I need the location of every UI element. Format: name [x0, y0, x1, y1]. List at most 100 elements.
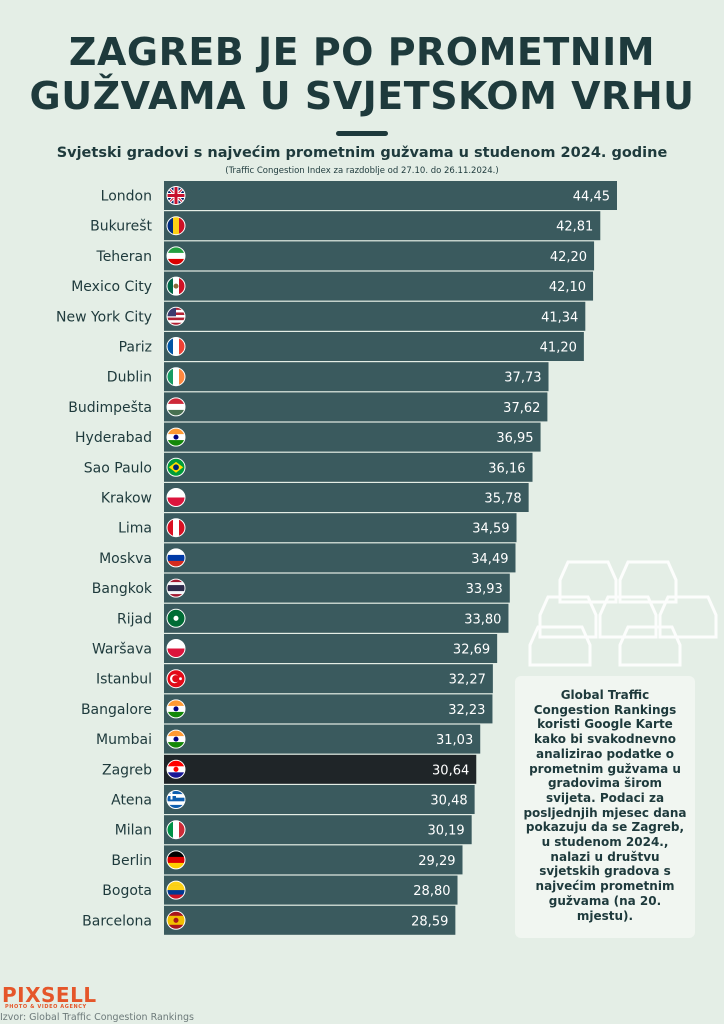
peru-flag-icon	[166, 518, 186, 538]
value-label-11: 34,59	[472, 522, 509, 537]
city-label-7: Budimpešta	[68, 400, 152, 416]
city-label-10: Krakow	[101, 491, 152, 507]
value-label-9: 36,16	[488, 461, 525, 476]
city-label-21: Milan	[115, 823, 152, 839]
colombia-flag-icon	[166, 880, 186, 900]
bar-7	[164, 392, 548, 422]
title-line-1: ZAGREB JE PO PROMETNIM	[68, 30, 656, 74]
value-label-12: 34,49	[471, 552, 508, 567]
title-divider	[336, 131, 388, 136]
poland-flag-icon	[166, 488, 186, 507]
brazil-flag-icon	[166, 457, 186, 477]
value-label-23: 28,80	[413, 884, 450, 899]
bar-13	[164, 573, 510, 603]
bar-10	[164, 483, 529, 512]
city-label-2: Teheran	[96, 249, 152, 265]
value-label-16: 32,27	[449, 673, 486, 688]
iran-flag-icon	[166, 246, 186, 266]
uk-flag-icon	[166, 186, 186, 205]
bar-20	[164, 785, 475, 814]
city-label-8: Hyderabad	[75, 430, 152, 446]
india-flag-icon	[166, 427, 186, 447]
value-label-20: 30,48	[430, 794, 467, 809]
value-label-6: 37,73	[504, 371, 541, 386]
city-label-15: Waršava	[92, 642, 152, 658]
value-label-8: 36,95	[496, 431, 533, 446]
bar-23	[164, 875, 458, 905]
value-label-5: 41,20	[540, 341, 577, 356]
city-label-1: Bukurešt	[90, 219, 152, 235]
value-label-15: 32,69	[453, 643, 490, 658]
mexico-flag-icon	[166, 276, 186, 296]
chart-subtitle: Svjetski gradovi s najvećim prometnim gu…	[56, 145, 668, 161]
value-label-17: 32,23	[448, 703, 485, 718]
value-label-18: 31,03	[436, 733, 473, 748]
bar-9	[164, 452, 533, 482]
italy-flag-icon	[166, 820, 186, 840]
bar-16	[164, 664, 493, 694]
bar-5	[164, 332, 584, 361]
city-label-14: Rijad	[117, 611, 152, 627]
value-label-7: 37,62	[503, 401, 540, 416]
value-label-19: 30,64	[432, 763, 469, 778]
bar-22	[164, 845, 463, 875]
value-label-10: 35,78	[484, 492, 521, 507]
city-label-18: Mumbai	[96, 732, 152, 748]
bar-2	[164, 241, 595, 271]
bar-19	[164, 754, 477, 784]
value-label-0: 44,45	[573, 190, 610, 205]
bar-4	[164, 301, 586, 331]
india-flag-icon	[166, 699, 186, 719]
france-flag-icon	[166, 337, 186, 356]
bar-24	[164, 905, 456, 935]
city-label-9: Sao Paulo	[84, 460, 152, 476]
bar-14	[164, 603, 509, 633]
bar-21	[164, 815, 472, 845]
bar-6	[164, 362, 549, 392]
city-label-22: Berlin	[111, 853, 152, 869]
value-label-24: 28,59	[411, 914, 448, 929]
value-label-2: 42,20	[550, 250, 587, 265]
croatia-flag-icon	[166, 759, 186, 779]
city-label-11: Lima	[118, 521, 152, 537]
source-note: Izvor: Global Traffic Congestion Ranking…	[0, 1012, 194, 1023]
info-box: Global Traffic Congestion Rankings koris…	[515, 676, 695, 938]
hungary-flag-icon	[166, 397, 186, 417]
value-label-3: 42,10	[549, 280, 586, 295]
thailand-flag-icon	[166, 578, 186, 598]
city-label-6: Dublin	[107, 370, 152, 386]
city-label-4: New York City	[56, 309, 152, 325]
bar-18	[164, 724, 481, 754]
value-label-14: 33,80	[464, 612, 501, 627]
pixsell-logo-subtitle: PHOTO & VIDEO AGENCY	[5, 1004, 87, 1010]
spain-flag-icon	[166, 910, 186, 930]
ireland-flag-icon	[166, 367, 186, 387]
bar-8	[164, 422, 541, 452]
greece-flag-icon	[166, 790, 186, 809]
city-label-17: Bangalore	[81, 702, 152, 718]
bar-0	[164, 181, 617, 210]
bar-17	[164, 694, 493, 724]
russia-flag-icon	[166, 548, 186, 568]
traffic-cars-illustration	[528, 560, 718, 667]
title-line-2: GUŽVAMA U SVJETSKOM VRHU	[29, 74, 695, 118]
usa-flag-icon	[166, 306, 186, 326]
value-label-13: 33,93	[466, 582, 503, 597]
city-label-5: Pariz	[119, 340, 152, 356]
bar-12	[164, 543, 516, 573]
value-label-4: 41,34	[541, 310, 578, 325]
romania-flag-icon	[166, 216, 186, 236]
value-label-21: 30,19	[427, 824, 464, 839]
city-label-12: Moskva	[99, 551, 152, 567]
city-label-23: Bogota	[102, 883, 152, 899]
chart-note: (Traffic Congestion Index za razdoblje o…	[225, 166, 499, 176]
city-label-0: London	[101, 189, 152, 205]
value-label-1: 42,81	[556, 220, 593, 235]
value-label-22: 29,29	[418, 854, 455, 869]
city-label-20: Atena	[111, 793, 152, 809]
pixsell-logo: PIXSELL	[2, 983, 97, 1007]
bar-3	[164, 271, 594, 301]
page-title: ZAGREB JE PO PROMETNIM GUŽVAMA U SVJETSK…	[0, 30, 724, 118]
poland-flag-icon	[166, 639, 186, 658]
